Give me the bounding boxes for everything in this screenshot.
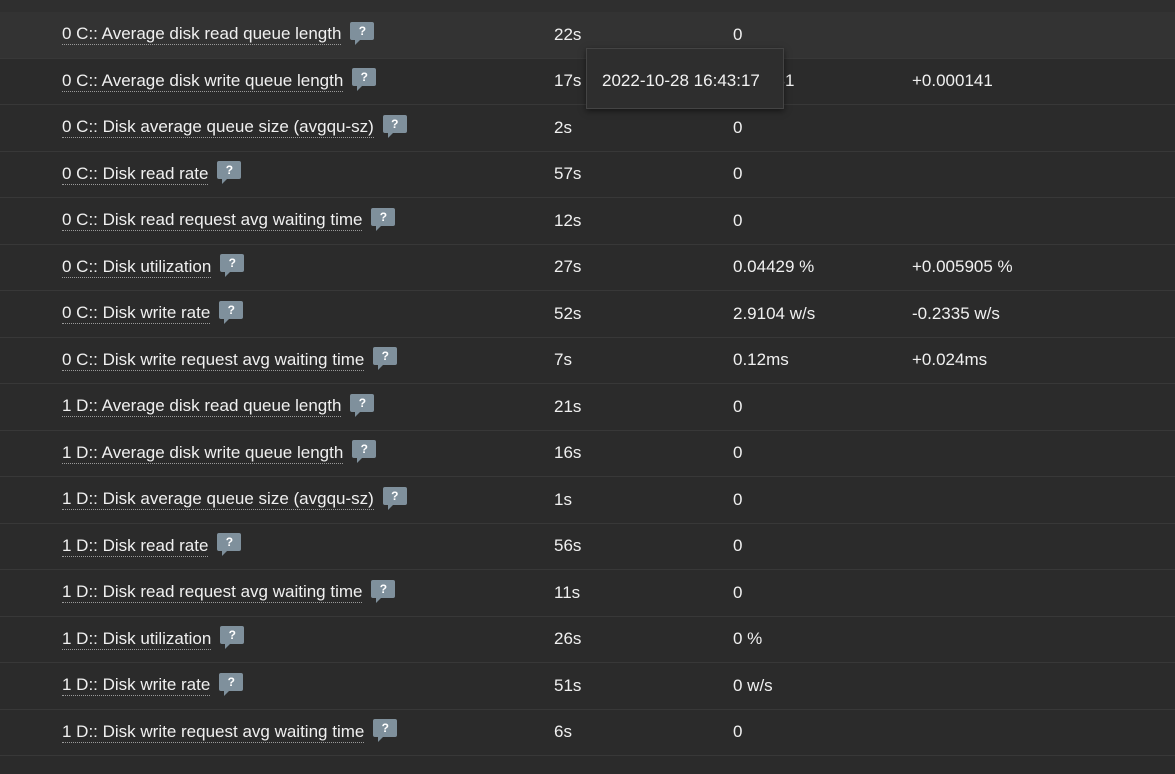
item-name-link[interactable]: 1 D:: Disk read request avg waiting time [62, 582, 363, 604]
last-value-cell: 0 [733, 24, 743, 44]
table-row: 0 C:: Disk average queue size (avgqu-sz)… [0, 105, 1175, 152]
item-name-cell: 0 C:: Disk read rate ? [62, 152, 242, 198]
item-name-cell: 1 D:: Average disk write queue length ? [62, 431, 377, 477]
help-bubble-icon[interactable]: ? [352, 68, 377, 92]
last-value-cell: 2.9104 w/s [733, 303, 816, 323]
item-name-link[interactable]: 0 C:: Disk utilization [62, 256, 212, 278]
change-cell: +0.024ms [912, 350, 988, 370]
last-check-cell[interactable]: 11s [554, 582, 581, 602]
help-bubble-icon[interactable]: ? [350, 393, 375, 417]
help-bubble-icon[interactable]: ? [219, 672, 244, 696]
item-name-cell: 0 C:: Average disk write queue length ? [62, 59, 377, 105]
item-name-cell: 0 C:: Disk utilization ? [62, 245, 245, 291]
item-name-link[interactable]: 1 D:: Disk utilization [62, 628, 212, 650]
last-check-cell[interactable]: 57s [554, 164, 582, 184]
table-row: 0 C:: Disk write request avg waiting tim… [0, 337, 1175, 384]
last-value-cell: 0 % [733, 629, 763, 649]
last-value-cell: 0 [733, 489, 743, 509]
item-name-link[interactable]: 0 C:: Disk average queue size (avgqu-sz) [62, 117, 374, 139]
timestamp-tooltip: 2022-10-28 16:43:17 [586, 48, 784, 109]
help-bubble-icon[interactable]: ? [217, 533, 242, 557]
item-name-link[interactable]: 0 C:: Average disk read queue length [62, 24, 342, 46]
last-value-cell: 0 [733, 582, 743, 602]
last-value-cell: 0 [733, 443, 743, 463]
item-name-link[interactable]: 1 D:: Disk read rate [62, 535, 209, 557]
help-bubble-icon[interactable]: ? [219, 300, 244, 324]
change-cell: +0.000141 [912, 71, 993, 91]
item-name-link[interactable]: 1 D:: Average disk write queue length [62, 442, 344, 464]
table-row: 1 D:: Disk utilization ? 26s 0 % [0, 616, 1175, 663]
help-bubble-icon[interactable]: ? [220, 626, 245, 650]
last-value-cell: 0 [733, 536, 743, 556]
table-row: 1 D:: Average disk write queue length ? … [0, 430, 1175, 477]
item-name-cell: 1 D:: Average disk read queue length ? [62, 384, 375, 430]
last-value-cell: 0 [733, 117, 743, 137]
item-name-cell: 0 C:: Average disk read queue length ? [62, 12, 375, 58]
last-check-cell[interactable]: 56s [554, 536, 582, 556]
last-check-cell[interactable]: 52s [554, 303, 582, 323]
last-check-cell[interactable]: 26s [554, 629, 582, 649]
last-value-cell: 0 [733, 210, 743, 230]
last-check-cell[interactable]: 21s [554, 396, 582, 416]
item-name-link[interactable]: 0 C:: Average disk write queue length [62, 70, 344, 92]
help-bubble-icon[interactable]: ? [352, 440, 377, 464]
last-value-cell: 0 w/s [733, 675, 773, 695]
latest-data-table: 0 C:: Average disk read queue length ? 2… [0, 12, 1175, 756]
last-check-cell[interactable]: 12s [554, 210, 582, 230]
table-row: 1 D:: Disk write rate ? 51s 0 w/s [0, 663, 1175, 710]
item-name-cell: 0 C:: Disk read request avg waiting time… [62, 198, 396, 244]
item-name-cell: 1 D:: Disk read request avg waiting time… [62, 570, 396, 616]
help-bubble-icon[interactable]: ? [350, 21, 375, 45]
last-check-cell[interactable]: 7s [554, 350, 572, 370]
item-name-link[interactable]: 0 C:: Disk write request avg waiting tim… [62, 349, 365, 371]
table-row: 1 D:: Disk average queue size (avgqu-sz)… [0, 477, 1175, 524]
last-check-cell[interactable]: 16s [554, 443, 582, 463]
item-name-link[interactable]: 0 C:: Disk read request avg waiting time [62, 210, 363, 232]
item-name-cell: 1 D:: Disk write request avg waiting tim… [62, 710, 398, 756]
help-bubble-icon[interactable]: ? [371, 579, 396, 603]
last-check-cell[interactable]: 2s [554, 117, 572, 137]
help-bubble-icon[interactable]: ? [382, 486, 407, 510]
item-name-cell: 0 C:: Disk average queue size (avgqu-sz)… [62, 105, 407, 151]
last-value-cell: 0.12ms [733, 350, 789, 370]
table-row: 1 D:: Average disk read queue length ? 2… [0, 384, 1175, 431]
last-value-cell: 0 [733, 396, 743, 416]
help-bubble-icon[interactable]: ? [373, 347, 398, 371]
table-row: 1 D:: Disk read request avg waiting time… [0, 570, 1175, 617]
item-name-link[interactable]: 1 D:: Disk write request avg waiting tim… [62, 721, 365, 743]
last-value-cell: 0 [733, 164, 743, 184]
help-bubble-icon[interactable]: ? [371, 207, 396, 231]
last-value-cell: 0 [733, 722, 743, 742]
change-cell: -0.2335 w/s [912, 303, 1000, 323]
last-check-cell[interactable]: 51s [554, 675, 582, 695]
item-name-cell: 0 C:: Disk write rate ? [62, 291, 244, 337]
table-row: 0 C:: Disk read rate ? 57s 0 [0, 151, 1175, 198]
item-name-cell: 1 D:: Disk utilization ? [62, 617, 245, 663]
item-name-cell: 0 C:: Disk write request avg waiting tim… [62, 338, 398, 384]
table-row: 0 C:: Disk read request avg waiting time… [0, 198, 1175, 245]
table-row: 0 C:: Disk write rate ? 52s 2.9104 w/s -… [0, 291, 1175, 338]
last-value-cell: 0.04429 % [733, 257, 815, 277]
help-bubble-icon[interactable]: ? [220, 254, 245, 278]
table-row: 1 D:: Disk write request avg waiting tim… [0, 709, 1175, 756]
item-name-cell: 1 D:: Disk read rate ? [62, 524, 242, 570]
help-bubble-icon[interactable]: ? [217, 161, 242, 185]
table-row: 1 D:: Disk read rate ? 56s 0 [0, 523, 1175, 570]
item-name-cell: 1 D:: Disk average queue size (avgqu-sz)… [62, 477, 407, 523]
item-name-cell: 1 D:: Disk write rate ? [62, 663, 244, 709]
item-name-link[interactable]: 1 D:: Disk write rate [62, 675, 211, 697]
help-bubble-icon[interactable]: ? [373, 719, 398, 743]
table-row: 0 C:: Disk utilization ? 27s 0.04429 % +… [0, 244, 1175, 291]
last-check-cell[interactable]: 17s [554, 71, 582, 91]
last-check-cell[interactable]: 1s [554, 489, 572, 509]
last-check-cell[interactable]: 22s [554, 24, 582, 44]
change-cell: +0.005905 % [912, 257, 1013, 277]
item-name-link[interactable]: 0 C:: Disk read rate [62, 163, 209, 185]
last-check-cell[interactable]: 27s [554, 257, 582, 277]
help-bubble-icon[interactable]: ? [382, 114, 407, 138]
item-name-link[interactable]: 0 C:: Disk write rate [62, 303, 211, 325]
last-check-cell[interactable]: 6s [554, 722, 572, 742]
item-name-link[interactable]: 1 D:: Disk average queue size (avgqu-sz) [62, 489, 374, 511]
item-name-link[interactable]: 1 D:: Average disk read queue length [62, 396, 342, 418]
